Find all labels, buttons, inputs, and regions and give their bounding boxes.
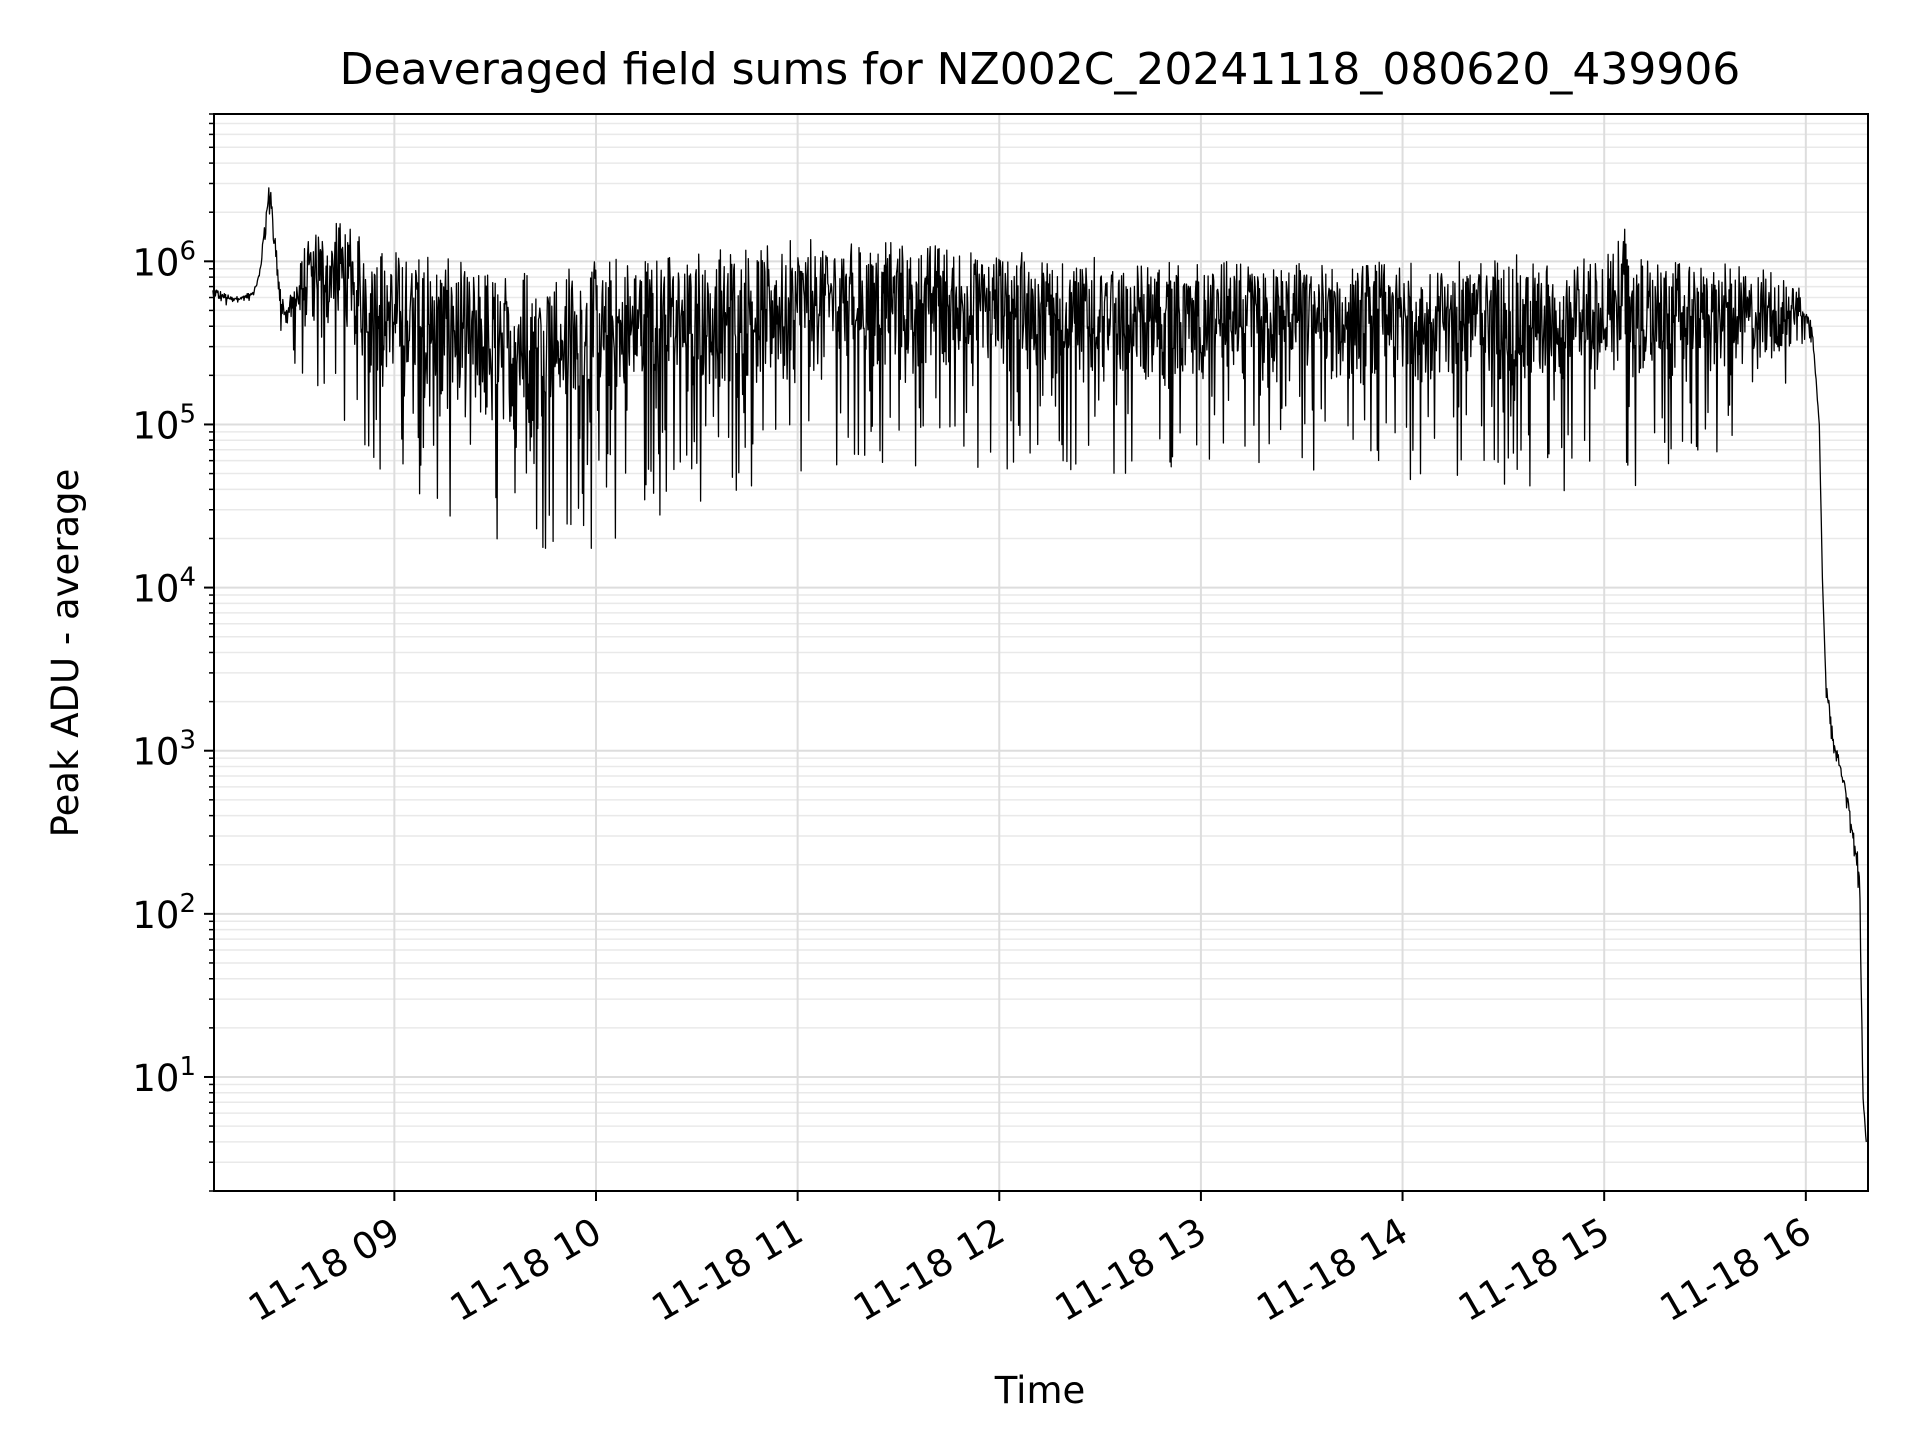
y-tick-label-exponent: 3 [179,726,196,756]
y-tick-label: 103 [132,726,196,774]
y-tick-label-base: 10 [132,1057,179,1100]
y-tick-label-base: 10 [132,894,179,937]
y-tick-label: 105 [132,399,196,447]
y-tick-label: 101 [132,1052,196,1100]
y-tick-label-base: 10 [132,568,179,611]
y-tick-label: 106 [132,236,196,284]
y-axis-label: Peak ADU - average [44,469,87,838]
y-tick-label-exponent: 4 [179,563,196,593]
y-tick-label-exponent: 5 [179,399,196,429]
y-tick-label: 104 [132,563,196,611]
y-tick-label-base: 10 [132,404,179,447]
y-tick-label-exponent: 6 [179,236,196,266]
y-tick-label-base: 10 [132,241,179,284]
series-line [212,187,1867,1142]
y-tick-label: 102 [132,889,196,937]
minor-gridlines [214,113,1868,1192]
x-axis-label: Time [994,1369,1086,1412]
y-tick-label-base: 10 [132,731,179,774]
data-line [212,187,1867,1142]
chart-title: Deaveraged field sums for NZ002C_2024111… [340,44,1741,95]
y-tick-label-exponent: 1 [179,1052,196,1082]
y-tick-label-exponent: 2 [179,889,196,919]
